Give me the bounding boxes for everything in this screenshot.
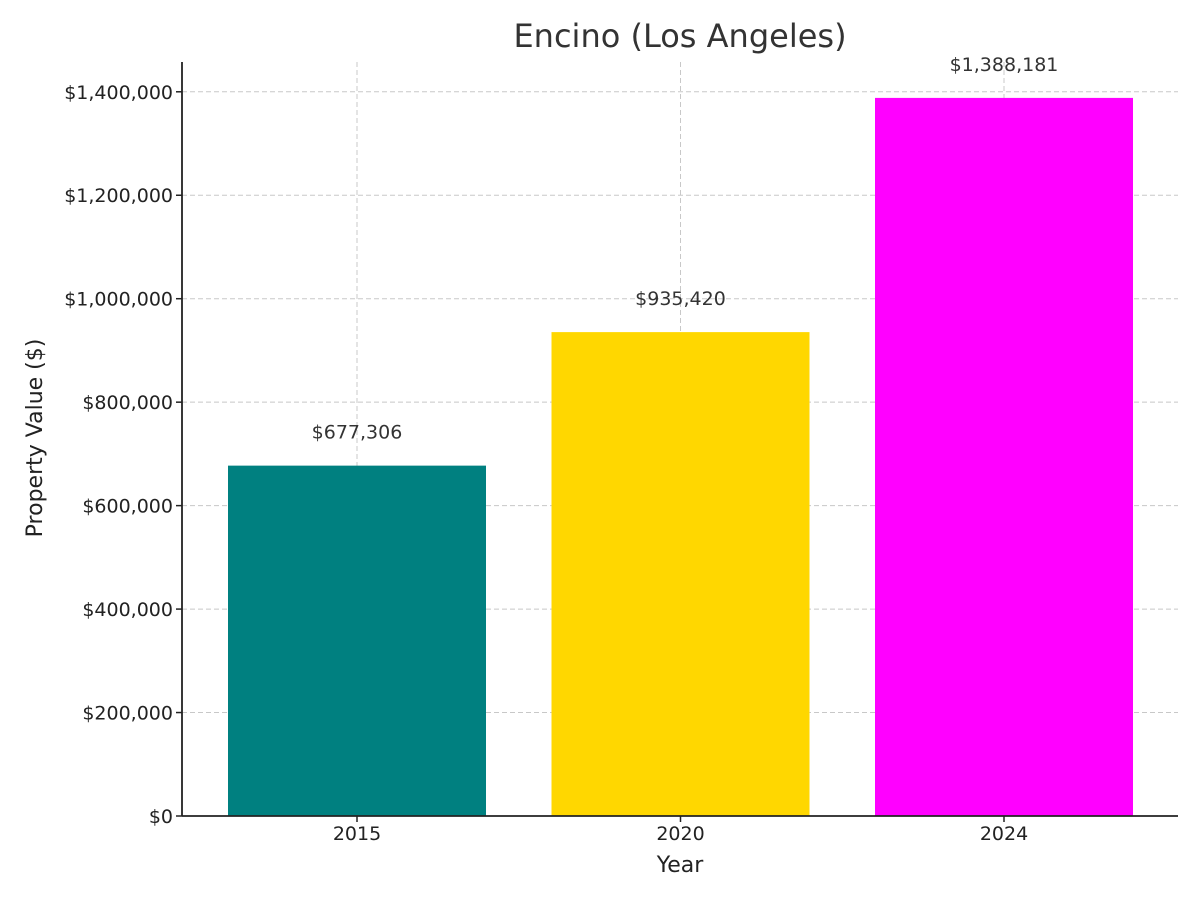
data-labels: $677,306 $935,420 $1,388,181: [312, 54, 1059, 444]
bar-2015: [228, 465, 486, 816]
y-tick-label: $1,200,000: [64, 185, 173, 207]
bar-2020: [551, 332, 810, 816]
bars: [228, 97, 1133, 817]
x-tick-label: 2024: [980, 823, 1028, 845]
x-tick-label: 2020: [656, 823, 704, 845]
y-axis-label: Property Value ($): [23, 339, 48, 538]
x-axis-label: Year: [656, 853, 705, 878]
y-tick-label: $1,400,000: [64, 82, 173, 104]
y-tick-label: $1,000,000: [64, 289, 173, 311]
y-tick-label: $600,000: [82, 496, 173, 518]
bar-2024: [875, 97, 1133, 817]
data-label: $677,306: [312, 422, 403, 444]
y-tick-label: $400,000: [82, 599, 173, 621]
y-ticks: $0 $200,000 $400,000 $600,000 $800,000 $1,000…: [64, 82, 182, 828]
y-tick-label: $800,000: [82, 392, 173, 414]
y-tick-label: $0: [149, 806, 173, 828]
x-tick-label: 2015: [333, 823, 381, 845]
x-ticks: 2015 2020 2024: [333, 816, 1028, 845]
data-label: $1,388,181: [950, 54, 1059, 76]
data-label: $935,420: [635, 288, 726, 310]
y-tick-label: $200,000: [82, 703, 173, 725]
chart-title: Encino (Los Angeles): [513, 17, 846, 55]
